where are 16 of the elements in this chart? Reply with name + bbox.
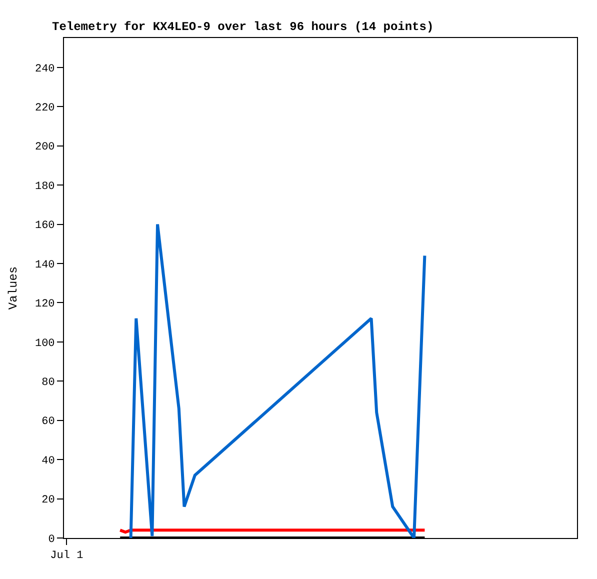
y-tick-label: 40 (42, 455, 55, 468)
x-tick-label: Jul 1 (50, 550, 84, 562)
y-tick-label: 0 (48, 534, 55, 546)
y-tick-label: 140 (34, 259, 55, 272)
y-tick-label: 220 (34, 102, 55, 114)
y-tick-label: 240 (34, 63, 55, 76)
y-axis-title: Values (6, 266, 20, 310)
chart-title: Telemetry for KX4LEO-9 over last 96 hours (14 points) (52, 20, 434, 34)
y-tick-label: 200 (34, 142, 55, 154)
y-tick-label: 20 (42, 494, 55, 507)
y-tick-label: 60 (42, 416, 55, 428)
y-tick-label: 80 (42, 376, 55, 389)
y-tick-label: 100 (34, 338, 55, 350)
y-tick-label: 120 (34, 298, 55, 311)
y-tick-label: 160 (34, 220, 55, 232)
y-tick-label: 180 (34, 180, 55, 193)
